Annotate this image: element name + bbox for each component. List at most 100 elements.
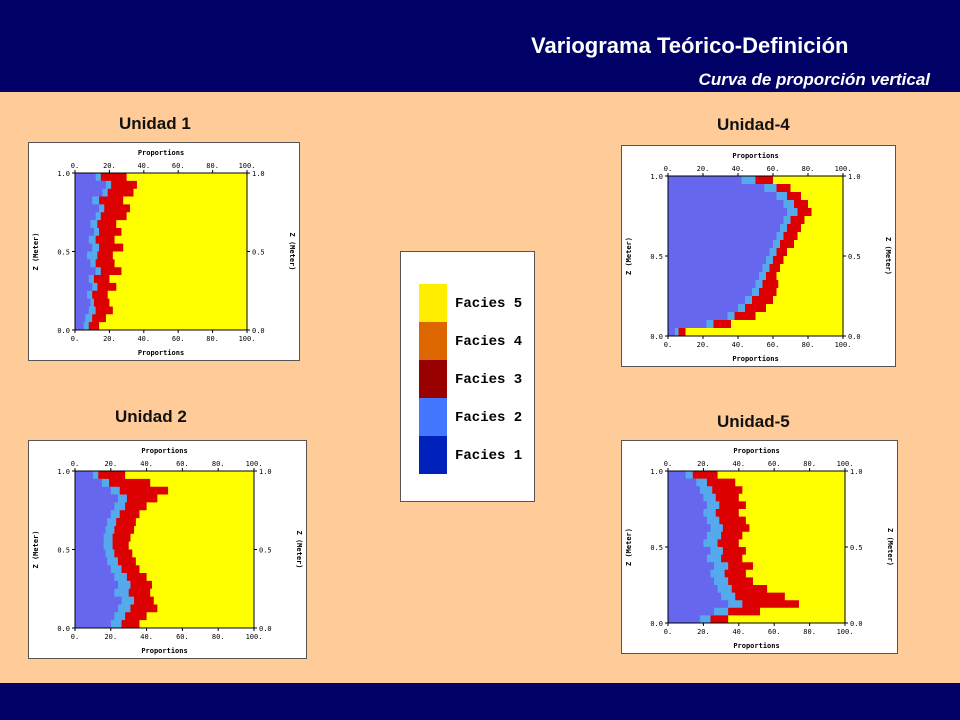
legend-swatch-facies-5 [419,284,447,322]
y-tick-label-left: 0.0 [57,327,70,335]
x-axis-title-bottom: Proportions [733,642,779,650]
chart-unit-1: 0. 20. 40. 60. 80. 100. 0. 20. 40. 60. 80. 100. Prop… [28,142,300,361]
x-tick-label-bottom: 20. [103,335,116,343]
y-axis-title-left: Z (Meter) [32,531,40,569]
x-axis-title-top: Proportions [733,447,779,455]
x-tick-label-bottom: 20. [104,633,117,641]
x-tick-label-bottom: 0. [664,628,672,636]
y-tick-label-left: 0.0 [650,333,663,341]
y-tick-label-right: 0.5 [252,249,265,257]
y-tick-label-right: 1.0 [848,173,861,181]
x-tick-label-bottom: 100. [837,628,854,636]
unit-4-label: Unidad-4 [717,115,790,134]
x-tick-label-bottom: 0. [71,633,79,641]
chart-unit-4-svg: 0. 20. 40. 60. 80. 100. 0. 20. 40. 60. 80. 100. Prop… [625,152,892,363]
header-bar: Variograma Teórico-Definición Curva de p… [0,0,960,92]
x-tick-label-top: 40. [140,460,153,468]
chart-unit-5-svg: 0. 20. 40. 60. 80. 100. 0. 20. 40. 60. 80. 100. Prop… [625,447,894,650]
x-tick-label-top: 40. [732,165,745,173]
x-tick-label-bottom: 0. [71,335,79,343]
x-tick-label-top: 20. [697,460,710,468]
x-tick-label-top: 20. [104,460,117,468]
y-axis-title-left: Z (Meter) [625,528,633,566]
unit-2-label: Unidad 2 [115,407,187,426]
facies-legend: Facies 5 Facies 4 Facies 3 Facies 2 Faci… [400,251,535,502]
x-tick-label-top: 0. [71,162,79,170]
x-tick-label-top: 0. [664,460,672,468]
x-tick-label-bottom: 80. [802,341,815,349]
x-tick-label-top: 60. [767,165,780,173]
footer-bar [0,683,960,720]
x-axis-title-bottom: Proportions [138,349,184,357]
y-tick-label-right: 0.5 [259,547,272,555]
x-tick-label-bottom: 100. [239,335,256,343]
y-tick-label-left: 1.0 [57,468,70,476]
x-tick-label-bottom: 20. [697,341,710,349]
series-facies-2-area [668,471,729,623]
x-tick-label-top: 80. [206,162,219,170]
x-tick-label-top: 80. [212,460,225,468]
x-tick-label-top: 60. [176,460,189,468]
x-axis-title-top: Proportions [141,447,187,455]
chart-unit-5: 0. 20. 40. 60. 80. 100. 0. 20. 40. 60. 80. 100. Prop… [621,440,898,654]
y-tick-label-right: 1.0 [252,170,265,178]
y-tick-label-right: 0.0 [848,333,861,341]
slide-title: Variograma Teórico-Definición [531,33,849,58]
y-tick-label-right: 0.5 [850,544,863,552]
x-tick-label-bottom: 60. [172,335,185,343]
unit-1-label: Unidad 1 [119,114,191,133]
y-tick-label-right: 0.0 [259,625,272,633]
y-axis-title-right: Z (Meter) [288,233,296,271]
x-tick-label-top: 80. [803,460,816,468]
x-tick-label-bottom: 40. [137,335,150,343]
legend-swatch-facies-3 [419,360,447,398]
legend-swatch-facies-1 [419,436,447,474]
y-tick-label-right: 0.5 [848,253,861,261]
x-tick-label-bottom: 80. [206,335,219,343]
x-tick-label-bottom: 60. [176,633,189,641]
x-axis-title-bottom: Proportions [141,647,187,655]
x-axis-title-top: Proportions [138,149,184,157]
x-axis-title-bottom: Proportions [732,355,778,363]
series-facies-2-area [75,471,122,628]
legend-label-facies-4: Facies 4 [455,334,523,350]
x-tick-label-bottom: 80. [212,633,225,641]
legend-label-facies-1: Facies 1 [455,448,523,464]
y-tick-label-left: 0.5 [650,253,663,261]
y-tick-label-right: 0.0 [252,327,265,335]
x-tick-label-top: 0. [664,165,672,173]
y-axis-title-right: Z (Meter) [295,531,303,569]
x-tick-label-bottom: 40. [732,341,745,349]
x-tick-label-bottom: 60. [767,341,780,349]
y-tick-label-left: 1.0 [650,173,663,181]
y-tick-label-right: 0.0 [850,620,863,628]
legend-label-facies-3: Facies 3 [455,372,523,388]
x-tick-label-top: 100. [837,460,854,468]
y-tick-label-left: 0.5 [650,544,663,552]
y-tick-label-left: 0.5 [57,249,70,257]
legend-label-facies-2: Facies 2 [455,410,523,426]
x-tick-label-top: 60. [768,460,781,468]
y-tick-label-right: 1.0 [259,468,272,476]
x-tick-label-bottom: 80. [803,628,816,636]
x-tick-label-top: 20. [103,162,116,170]
x-tick-label-bottom: 20. [697,628,710,636]
x-tick-label-bottom: 0. [664,341,672,349]
legend-swatch-facies-2 [419,398,447,436]
series-facies-2-area [668,176,787,336]
chart-unit-2-svg: 0. 20. 40. 60. 80. 100. 0. 20. 40. 60. 80. 100. Prop… [32,447,303,655]
y-tick-label-left: 1.0 [650,468,663,476]
y-axis-title-left: Z (Meter) [32,233,40,271]
x-tick-label-top: 40. [732,460,745,468]
y-axis-title-right: Z (Meter) [884,237,892,275]
chart-unit-2: 0. 20. 40. 60. 80. 100. 0. 20. 40. 60. 80. 100. Prop… [28,440,307,659]
unit-5-label: Unidad-5 [717,412,790,431]
chart-unit-4: 0. 20. 40. 60. 80. 100. 0. 20. 40. 60. 80. 100. Prop… [621,145,896,367]
legend-label-facies-5: Facies 5 [455,296,523,312]
x-axis-title-top: Proportions [732,152,778,160]
chart-unit-1-svg: 0. 20. 40. 60. 80. 100. 0. 20. 40. 60. 80. 100. Prop… [32,149,296,357]
x-tick-label-top: 20. [697,165,710,173]
series-facies-2-area [75,173,106,330]
legend-swatch-facies-4 [419,322,447,360]
x-tick-label-top: 80. [802,165,815,173]
